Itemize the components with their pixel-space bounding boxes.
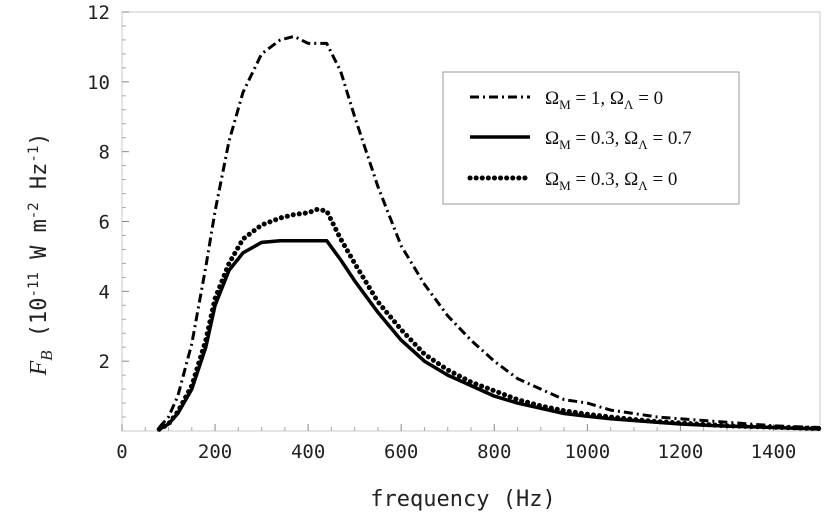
x-tick-label: 400 bbox=[291, 441, 325, 463]
legend: ΩM = 1, ΩΛ = 0 ΩM = 0.3, ΩΛ = 0.7 ΩM = 0… bbox=[442, 71, 740, 205]
series-line-1 bbox=[158, 238, 821, 431]
legend-label-2: ΩM = 0.3, ΩΛ = 0 bbox=[545, 169, 677, 193]
legend-label-0: ΩM = 1, ΩΛ = 0 bbox=[545, 88, 663, 112]
y-tick-label: 10 bbox=[87, 72, 110, 94]
y-axis-units-mid: W m bbox=[27, 219, 52, 272]
y-axis-title: FB (10-11 W m-2 Hz-1) bbox=[26, 132, 56, 376]
y-axis-units-prefix: (10 bbox=[27, 297, 52, 350]
y-tick-label: 6 bbox=[99, 212, 110, 234]
y-axis-units-suffix: ) bbox=[27, 132, 52, 145]
x-tick-label: 1200 bbox=[658, 441, 704, 463]
x-axis-ticks: 0 200 400 600 800 1000 1200 1400 bbox=[116, 424, 821, 463]
x-axis-title: frequency (Hz) bbox=[370, 487, 555, 512]
y-axis-symbol: F bbox=[26, 361, 52, 377]
y-tick-label: 8 bbox=[99, 142, 110, 164]
series-line-2 bbox=[156, 206, 823, 432]
series-line-0 bbox=[158, 34, 821, 429]
y-axis-subscript: B bbox=[37, 350, 56, 361]
y-axis-ticks: 2 4 6 8 10 12 bbox=[87, 2, 129, 418]
legend-label-1: ΩM = 0.3, ΩΛ = 0.7 bbox=[545, 128, 692, 152]
x-tick-label: 0 bbox=[116, 441, 127, 463]
x-tick-label: 1400 bbox=[751, 441, 797, 463]
x-tick-label: 800 bbox=[477, 441, 511, 463]
y-axis-units-mid2: Hz bbox=[27, 163, 52, 203]
y-axis-units-exp2: -2 bbox=[26, 202, 42, 219]
y-tick-label: 2 bbox=[99, 351, 110, 373]
y-tick-label: 12 bbox=[87, 2, 110, 24]
svg-text:FB (10-11 W m-2 Hz-1): FB (10-11 W m-2 Hz-1) bbox=[26, 132, 56, 376]
series-layer bbox=[156, 34, 823, 432]
x-tick-label: 600 bbox=[384, 441, 418, 463]
y-axis-units-exp1: -11 bbox=[26, 272, 42, 297]
x-tick-label: 1000 bbox=[564, 441, 610, 463]
y-axis-units-exp3: -1 bbox=[26, 146, 42, 163]
x-tick-label: 200 bbox=[198, 441, 232, 463]
y-tick-label: 4 bbox=[99, 281, 110, 303]
